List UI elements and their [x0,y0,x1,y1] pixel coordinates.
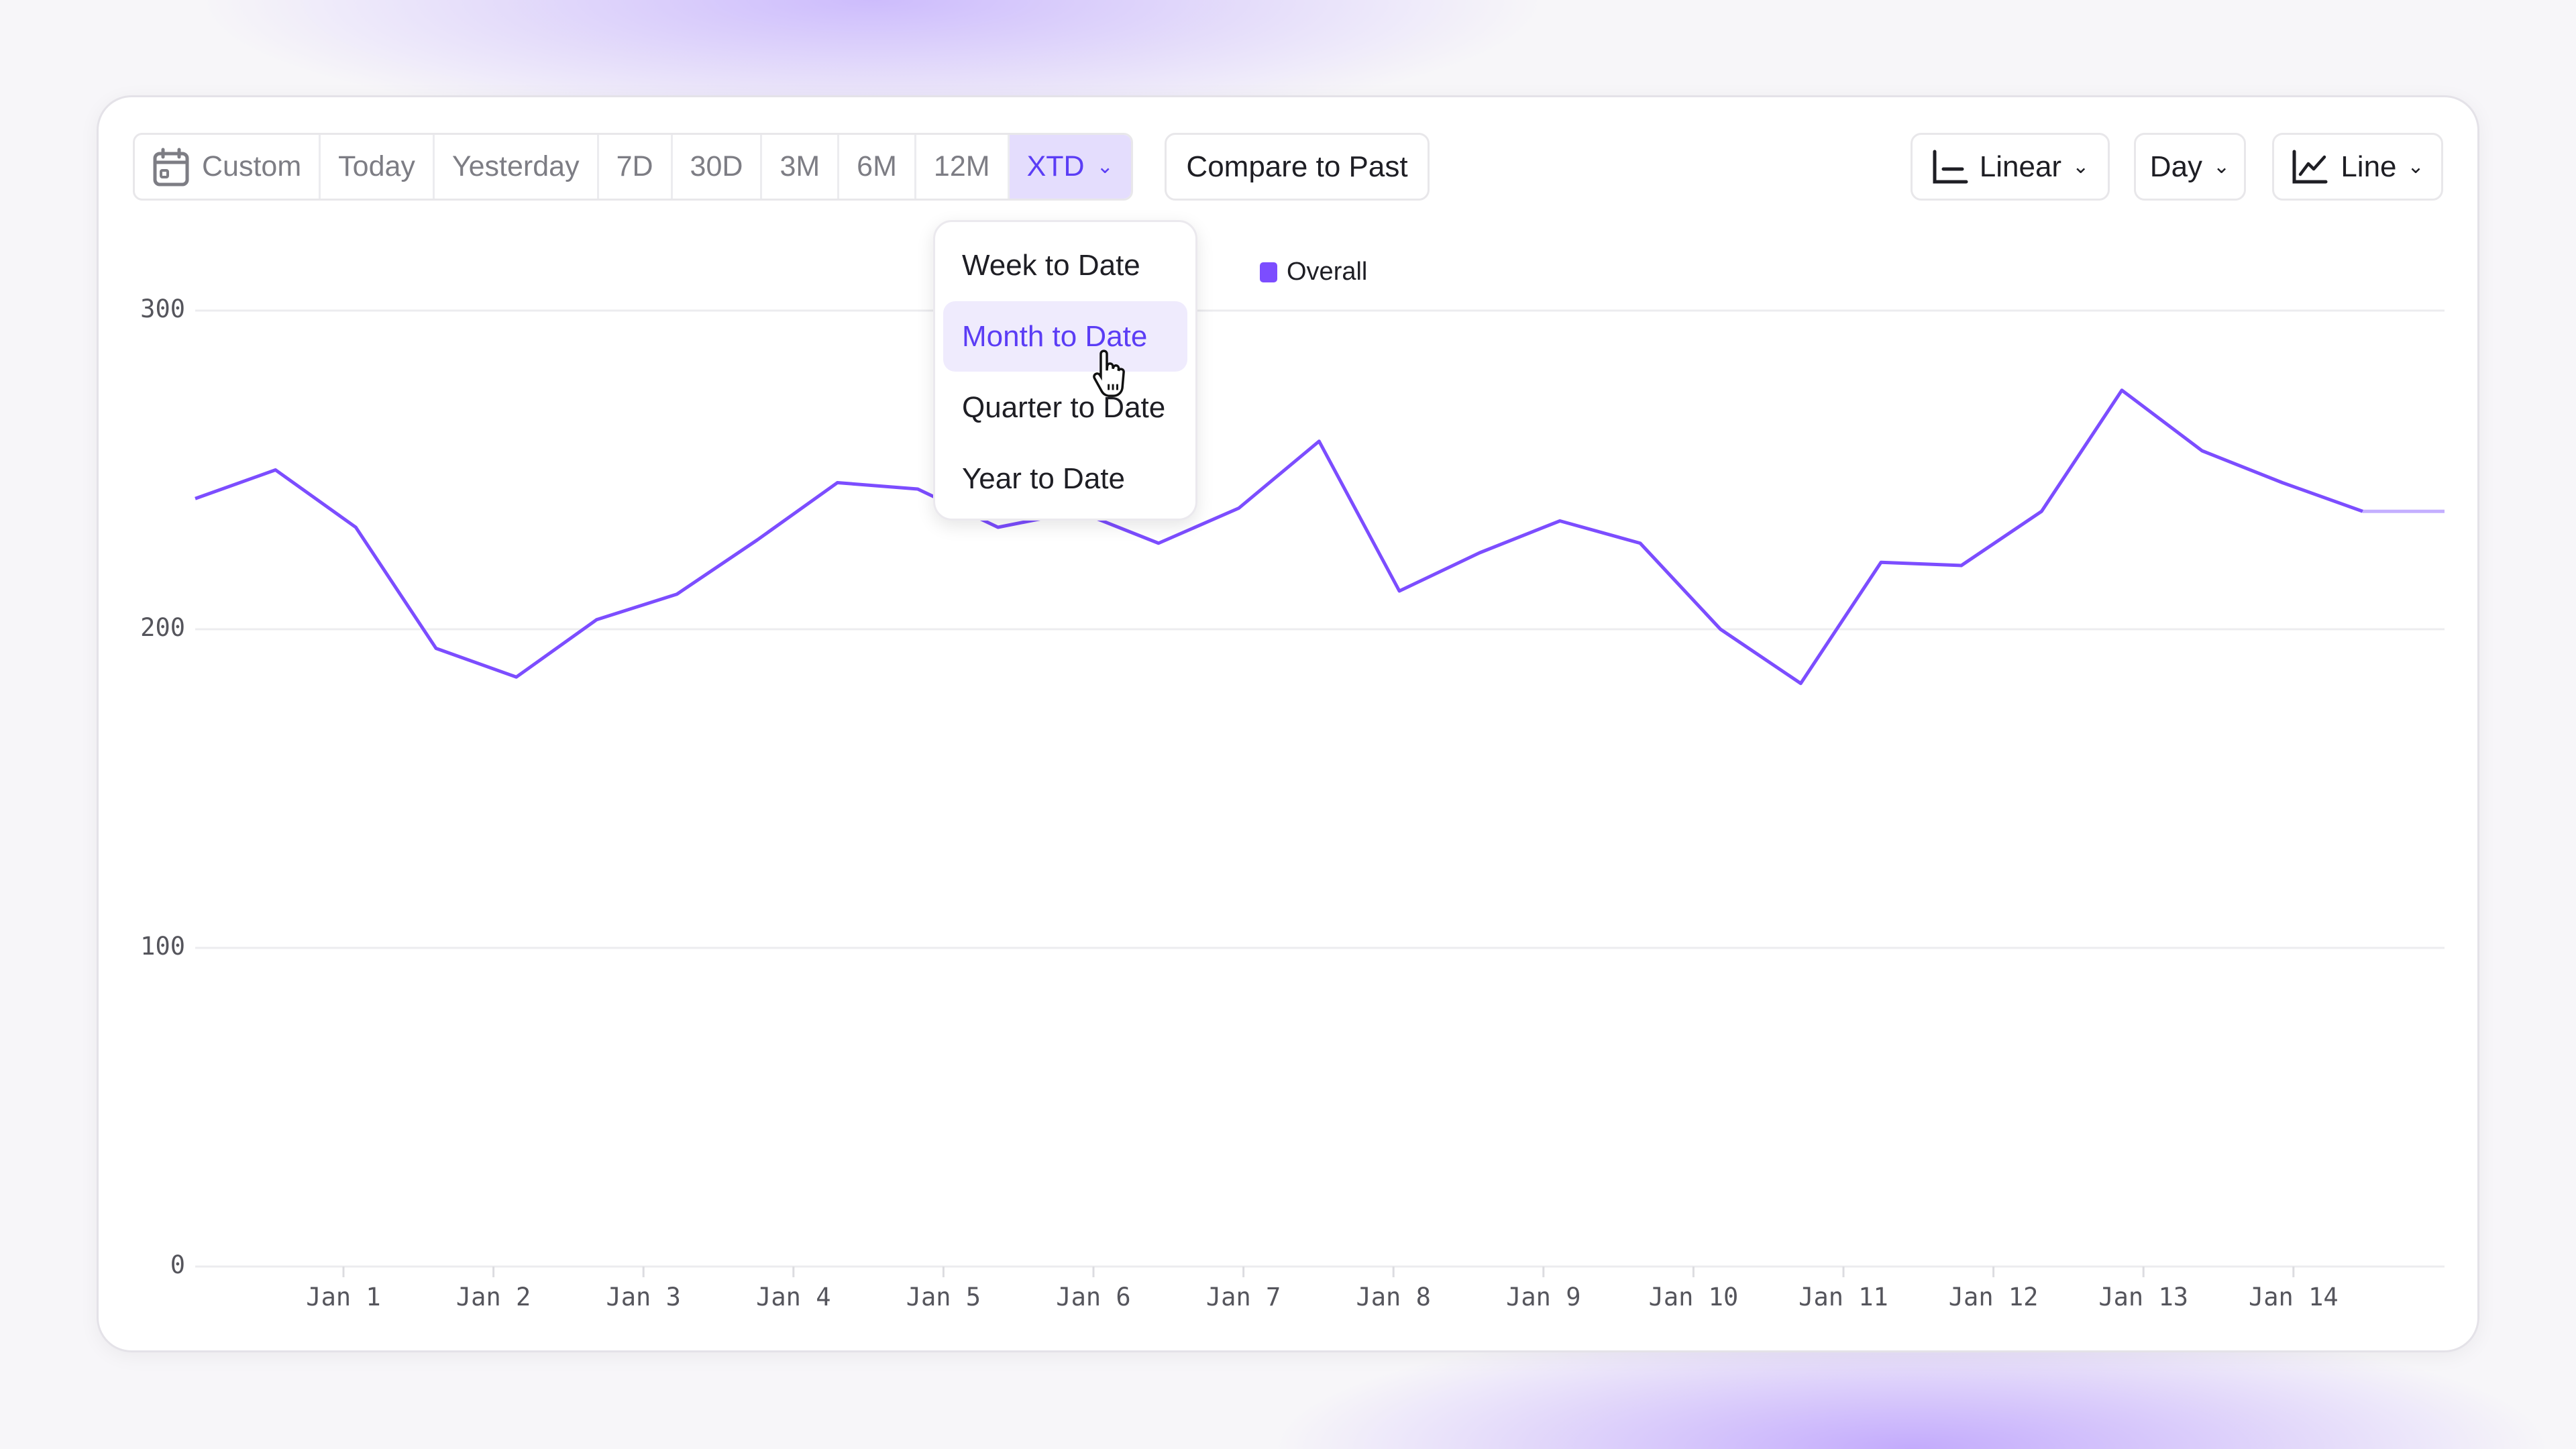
y-tick-label: 0 [170,1250,185,1279]
range-label: Today [338,150,415,182]
compare-label: Compare to Past [1186,150,1408,183]
x-tick-label: Jan 3 [606,1283,681,1311]
xtd-dropdown-menu: Week to Date Month to Date Quarter to Da… [933,220,1197,521]
chevron-down-icon: ⌄ [2072,156,2090,178]
menu-item-label: Quarter to Date [962,390,1166,424]
interval-dropdown[interactable]: Day ⌄ [2134,133,2246,201]
scale-label: Linear [1979,150,2062,183]
range-label: 7D [616,150,653,182]
x-tick-label: Jan 5 [906,1283,981,1311]
chevron-down-icon: ⌄ [1096,156,1114,178]
range-3m[interactable]: 3M [762,135,840,199]
x-tick-label: Jan 8 [1356,1283,1431,1311]
x-tick-label: Jan 11 [1799,1283,1888,1311]
menu-item-year-to-date[interactable]: Year to Date [943,443,1187,514]
menu-item-quarter-to-date[interactable]: Quarter to Date [943,372,1187,443]
line-chart-icon [2292,150,2328,183]
legend-label: Overall [1287,258,1368,286]
hand-cursor-icon [1093,350,1125,397]
x-tick-label: Jan 1 [306,1283,381,1311]
interval-label: Day [2149,150,2203,183]
chart-type-dropdown[interactable]: Line ⌄ [2272,133,2443,201]
range-label: 30D [690,150,743,182]
range-label: 3M [780,150,820,182]
menu-item-month-to-date[interactable]: Month to Date [943,301,1187,372]
chevron-down-icon: ⌄ [2213,156,2231,178]
x-tick-label: Jan 13 [2098,1283,2189,1311]
range-6m[interactable]: 6M [839,135,916,199]
y-tick-label: 300 [140,294,185,323]
scale-dropdown[interactable]: Linear ⌄ [1911,133,2110,201]
range-label: XTD [1026,150,1085,182]
x-tick-label: Jan 4 [756,1283,831,1311]
y-tick-label: 100 [140,932,185,961]
range-30d[interactable]: 30D [673,135,763,199]
chevron-down-icon: ⌄ [2407,156,2424,178]
range-xtd[interactable]: XTD ⌄ [1009,135,1131,199]
range-label: Custom [202,150,302,182]
x-tick-label: Jan 10 [1648,1283,1739,1311]
range-label: Yesterday [451,150,580,182]
menu-item-week-to-date[interactable]: Week to Date [943,230,1187,301]
range-today[interactable]: Today [321,135,435,199]
legend-swatch [1260,262,1277,282]
x-tick-label: Jan 6 [1056,1283,1131,1311]
legend-item-overall[interactable]: Overall [1260,258,1367,286]
range-12m[interactable]: 12M [916,135,1010,199]
series-line-overall [195,388,2363,686]
x-tick-label: Jan 7 [1205,1283,1281,1311]
range-custom[interactable]: Custom [135,135,321,199]
x-tick-label: Jan 14 [2248,1283,2339,1311]
chart-card [97,95,2479,1352]
range-yesterday[interactable]: Yesterday [435,135,599,199]
range-label: 12M [933,150,990,182]
x-tick-label: Jan 12 [1948,1283,2039,1311]
menu-item-label: Year to Date [962,462,1125,495]
date-range-selector: Custom Today Yesterday 7D 30D 3M 6M 12M XTD ⌄ [133,133,1133,201]
axis-icon [1933,150,1968,183]
range-7d[interactable]: 7D [599,135,673,199]
menu-item-label: Week to Date [962,248,1140,282]
x-tick-label: Jan 9 [1506,1283,1581,1311]
menu-item-label: Month to Date [962,319,1148,353]
y-tick-label: 200 [140,613,185,642]
x-tick-label: Jan 2 [455,1283,531,1311]
compare-to-past-button[interactable]: Compare to Past [1165,133,1430,201]
range-label: 6M [857,150,897,182]
calendar-icon [153,148,189,186]
chart-type-label: Line [2341,150,2397,183]
